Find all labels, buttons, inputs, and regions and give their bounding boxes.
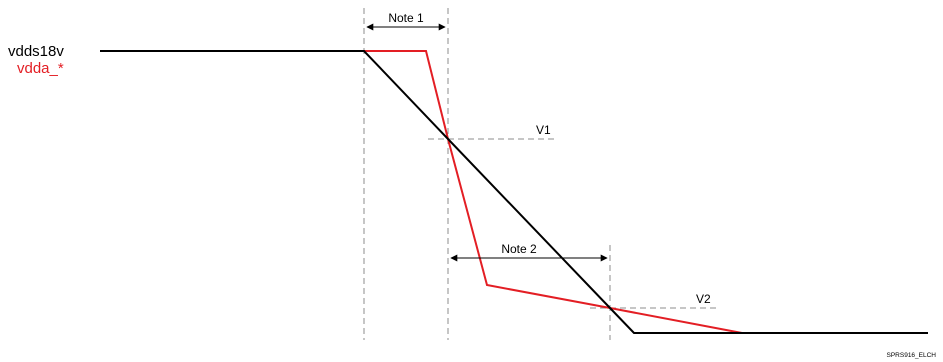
note2-label: Note 2 [501,242,537,256]
vdds18v-waveform [100,50,928,334]
vdds18v-label: vdds18v [8,43,64,60]
v1-label: V1 [536,123,551,137]
note1-label: Note 1 [388,11,424,25]
figure-id: SPRS916_ELCH [887,352,937,359]
vdda-label: vdda_* [17,60,64,77]
vdda-waveform [364,50,743,334]
v2-label: V2 [696,292,711,306]
